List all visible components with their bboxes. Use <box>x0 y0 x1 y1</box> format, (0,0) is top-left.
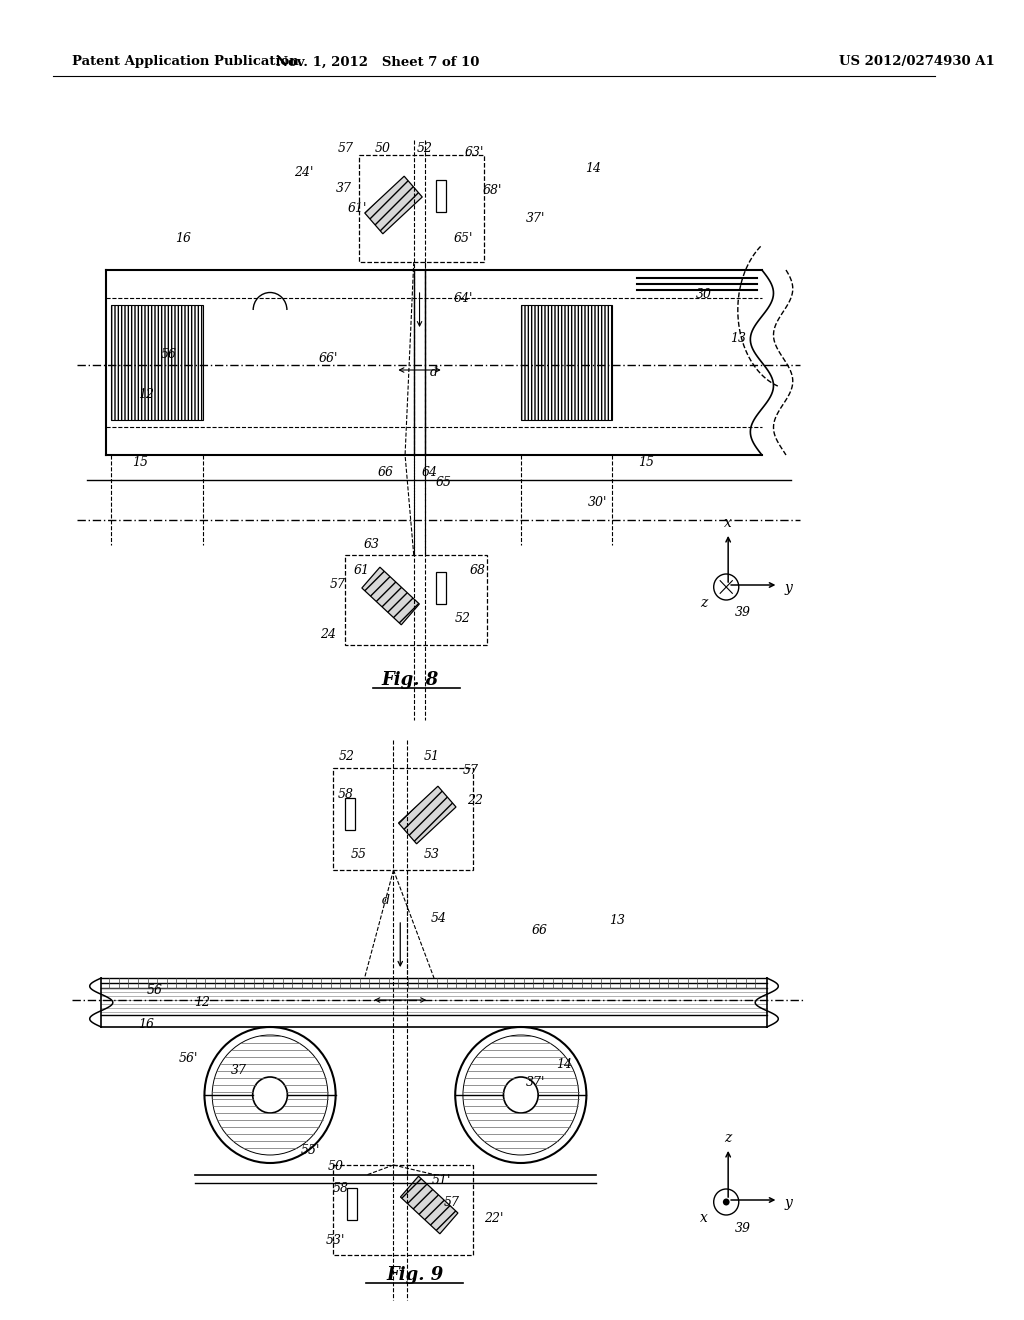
Text: 37': 37' <box>525 211 545 224</box>
Text: d: d <box>382 894 390 907</box>
Bar <box>358 154 484 261</box>
Text: 15: 15 <box>638 455 654 469</box>
Text: 51: 51 <box>424 750 440 763</box>
Circle shape <box>723 1199 730 1205</box>
Text: y: y <box>784 581 792 595</box>
Polygon shape <box>361 568 420 624</box>
Text: y: y <box>784 1196 792 1210</box>
Polygon shape <box>365 176 422 234</box>
Text: 13: 13 <box>609 913 626 927</box>
Text: 68: 68 <box>469 564 485 577</box>
Text: 54: 54 <box>431 912 446 924</box>
Circle shape <box>504 1077 539 1113</box>
Text: 53': 53' <box>326 1233 345 1246</box>
Text: 22: 22 <box>468 793 483 807</box>
Text: 64: 64 <box>421 466 437 479</box>
Text: 15: 15 <box>132 455 147 469</box>
Text: 57: 57 <box>337 141 353 154</box>
Text: 55': 55' <box>301 1143 321 1156</box>
Text: 50: 50 <box>328 1159 344 1172</box>
Text: 66: 66 <box>532 924 548 936</box>
Bar <box>333 768 473 870</box>
Text: 57: 57 <box>330 578 345 591</box>
Text: 66: 66 <box>378 466 394 479</box>
Text: 57: 57 <box>443 1196 460 1209</box>
Text: 12: 12 <box>138 388 155 401</box>
Text: 65': 65' <box>454 231 473 244</box>
Text: 50: 50 <box>375 141 391 154</box>
Bar <box>333 1166 473 1255</box>
Text: 61': 61' <box>347 202 367 214</box>
Text: 37: 37 <box>231 1064 247 1077</box>
Bar <box>345 554 487 645</box>
Text: 14: 14 <box>556 1059 572 1072</box>
Text: Fig. 9: Fig. 9 <box>386 1266 443 1284</box>
Polygon shape <box>400 1176 458 1234</box>
Circle shape <box>253 1077 288 1113</box>
Text: 52: 52 <box>455 611 471 624</box>
Text: Fig. 8: Fig. 8 <box>381 671 438 689</box>
Text: 66': 66' <box>318 351 338 364</box>
Text: 63': 63' <box>465 145 484 158</box>
Bar <box>111 305 203 420</box>
Text: 30: 30 <box>696 289 712 301</box>
Text: x: x <box>724 516 732 531</box>
Text: z: z <box>725 1131 732 1144</box>
Text: 64': 64' <box>454 292 473 305</box>
Text: 16: 16 <box>138 1019 155 1031</box>
Bar <box>436 572 445 605</box>
Bar <box>436 180 445 213</box>
Bar <box>521 305 612 420</box>
Text: 57: 57 <box>463 763 478 776</box>
Text: 55: 55 <box>351 849 367 862</box>
Text: 13: 13 <box>730 331 745 345</box>
Bar <box>347 1188 356 1220</box>
Text: 14: 14 <box>585 161 601 174</box>
Text: 12: 12 <box>195 997 211 1010</box>
Text: Nov. 1, 2012   Sheet 7 of 10: Nov. 1, 2012 Sheet 7 of 10 <box>276 55 480 69</box>
Text: 22': 22' <box>484 1212 504 1225</box>
Text: Patent Application Publication: Patent Application Publication <box>73 55 299 69</box>
Text: 39: 39 <box>734 606 751 619</box>
Polygon shape <box>398 787 456 843</box>
Bar <box>345 799 355 830</box>
Text: 16: 16 <box>175 231 191 244</box>
Text: 24': 24' <box>294 165 313 178</box>
Text: US 2012/0274930 A1: US 2012/0274930 A1 <box>839 55 995 69</box>
Text: 53: 53 <box>424 849 440 862</box>
Text: 52: 52 <box>339 750 355 763</box>
Text: 61: 61 <box>353 564 370 577</box>
Text: 37': 37' <box>525 1077 545 1089</box>
Text: 37: 37 <box>336 181 352 194</box>
Text: z: z <box>700 597 708 610</box>
Text: 56': 56' <box>178 1052 198 1064</box>
Text: 24: 24 <box>319 628 336 642</box>
Text: 58: 58 <box>333 1181 348 1195</box>
Text: 58: 58 <box>337 788 353 801</box>
Text: 65: 65 <box>435 475 452 488</box>
Text: 39: 39 <box>734 1221 751 1234</box>
Text: 52: 52 <box>417 141 432 154</box>
Text: x: x <box>700 1210 708 1225</box>
Text: 68': 68' <box>482 183 502 197</box>
Text: 63: 63 <box>364 539 379 552</box>
Text: 51': 51' <box>432 1173 452 1187</box>
Text: 56: 56 <box>146 983 163 997</box>
Text: 56: 56 <box>161 348 177 362</box>
Text: d: d <box>430 366 438 379</box>
Text: 30': 30' <box>588 495 607 508</box>
